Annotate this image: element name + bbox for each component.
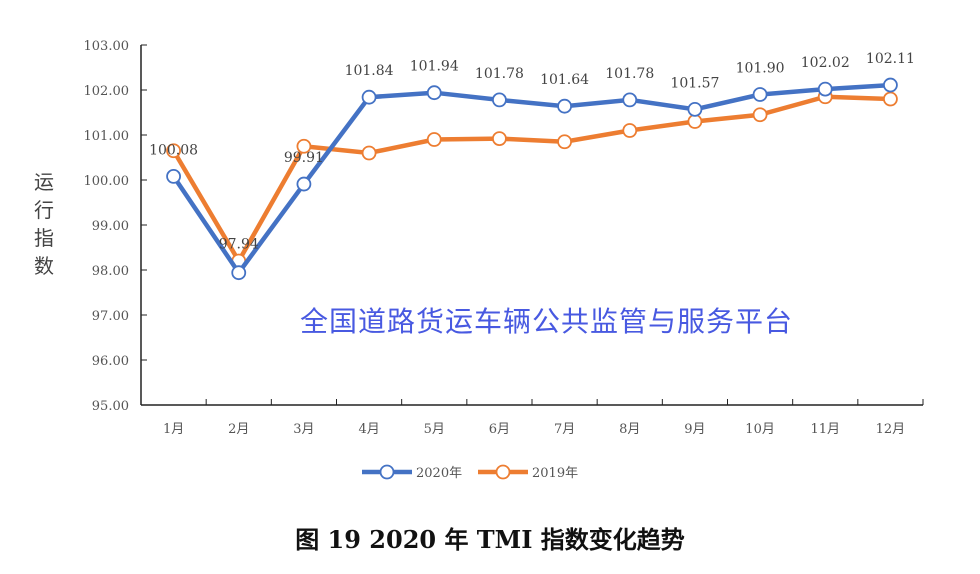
data-point bbox=[687, 114, 703, 129]
x-tick-label: 3月 bbox=[293, 422, 314, 437]
y-axis-label: 运行指数 bbox=[34, 170, 54, 278]
y-tick-label: 102.00 bbox=[84, 84, 130, 99]
data-point bbox=[687, 101, 703, 117]
data-point bbox=[492, 131, 507, 147]
legend-label: 2020年 bbox=[416, 466, 462, 481]
data-label: 101.57 bbox=[670, 75, 719, 91]
data-point bbox=[557, 98, 572, 114]
data-point bbox=[752, 107, 768, 123]
data-point bbox=[622, 92, 638, 108]
x-tick-label: 12月 bbox=[876, 422, 906, 437]
y-tick-label: 103.00 bbox=[84, 39, 130, 54]
data-label: 100.08 bbox=[149, 142, 198, 158]
x-tick-label: 7月 bbox=[554, 422, 575, 437]
x-tick-label: 4月 bbox=[358, 422, 379, 437]
x-tick-label: 11月 bbox=[810, 422, 840, 437]
x-tick-label: 1月 bbox=[163, 422, 184, 437]
x-tick-label: 6月 bbox=[489, 422, 510, 437]
data-point bbox=[231, 265, 247, 281]
legend-label: 2019年 bbox=[532, 466, 578, 481]
data-label: 101.78 bbox=[475, 66, 524, 82]
data-point bbox=[296, 138, 312, 154]
x-tick-label: 5月 bbox=[424, 422, 445, 437]
data-point bbox=[817, 81, 833, 97]
watermark: 全国道路货运车辆公共监管与服务平台 bbox=[300, 305, 794, 338]
data-point bbox=[166, 143, 181, 159]
data-point bbox=[883, 77, 898, 93]
data-point bbox=[361, 89, 377, 105]
data-label: 102.11 bbox=[866, 51, 915, 67]
x-tick-label: 2月 bbox=[228, 422, 249, 437]
data-point bbox=[166, 168, 181, 184]
data-point bbox=[361, 145, 377, 161]
data-label: 101.90 bbox=[736, 61, 785, 77]
y-tick-label: 97.00 bbox=[92, 309, 129, 324]
y-tick-label: 98.00 bbox=[92, 264, 129, 279]
data-label: 102.02 bbox=[801, 55, 850, 71]
data-point bbox=[426, 132, 442, 147]
data-label: 101.78 bbox=[605, 66, 654, 82]
data-point bbox=[883, 91, 898, 107]
data-point bbox=[296, 176, 312, 192]
y-tick-label: 95.00 bbox=[92, 399, 129, 414]
x-tick-label: 10月 bbox=[745, 422, 775, 437]
y-tick-label: 101.00 bbox=[84, 129, 130, 144]
series-line bbox=[171, 82, 891, 277]
data-point bbox=[426, 85, 442, 101]
series-line bbox=[171, 94, 891, 266]
data-point bbox=[622, 123, 638, 138]
data-label: 101.94 bbox=[410, 59, 459, 75]
data-label: 101.64 bbox=[540, 72, 589, 88]
y-tick-label: 99.00 bbox=[92, 219, 129, 234]
y-tick-label: 96.00 bbox=[92, 354, 129, 369]
legend-marker bbox=[379, 464, 395, 480]
data-point bbox=[557, 134, 572, 150]
data-label: 101.84 bbox=[345, 63, 394, 79]
data-point bbox=[752, 87, 768, 102]
legend-marker bbox=[495, 464, 511, 480]
x-tick-label: 9月 bbox=[684, 422, 705, 437]
y-tick-label: 100.00 bbox=[84, 174, 130, 189]
data-label: 97.94 bbox=[219, 237, 259, 253]
data-label: 99.91 bbox=[284, 150, 324, 166]
chart-title: 图 19 2020 年 TMI 指数变化趋势 bbox=[295, 525, 685, 554]
x-tick-label: 8月 bbox=[619, 422, 640, 437]
data-point bbox=[492, 92, 507, 108]
